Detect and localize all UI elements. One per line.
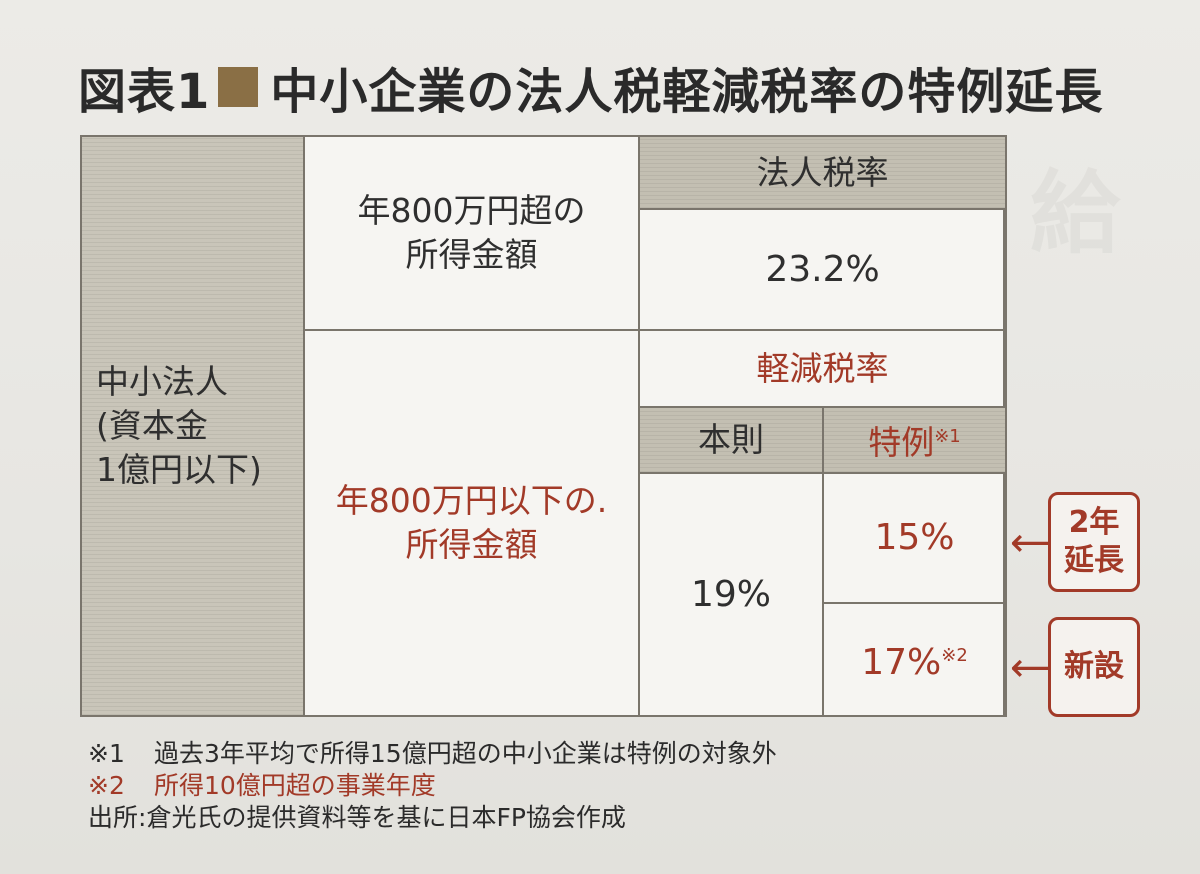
- background-ghost-text: 給: [1030, 161, 1122, 266]
- cell-principle-rate: 19%: [638, 472, 824, 717]
- cell-reduced-header: 軽減税率: [638, 329, 1007, 408]
- tax-rate-table: 中小法人 (資本金 1億円以下) 年800万円超の 所得金額 法人税率 23.2…: [80, 135, 1007, 717]
- footnotes: ※1 過去3年平均で所得15億円超の中小企業は特例の対象外 ※2 所得10億円超…: [88, 738, 777, 834]
- footnote-text: 所得10億円超の事業年度: [154, 771, 436, 800]
- cell-principle-header: 本則: [638, 406, 824, 474]
- cell-corporate-header: 法人税率: [638, 135, 1007, 210]
- title-square-icon: [218, 67, 259, 107]
- cell-special-extended: 15%: [822, 472, 1007, 604]
- reduced-rate-header: 軽減税率: [756, 348, 889, 388]
- special-new-rate: 17%: [861, 642, 942, 683]
- callout-extended: 2年 延長: [1048, 492, 1140, 592]
- cell-row1-label: 年800万円超の 所得金額: [303, 135, 640, 331]
- special-extended-rate: 15%: [874, 517, 955, 558]
- page-title: 図表1 中小企業の法人税軽減税率の特例延長: [78, 52, 1103, 122]
- title-prefix: 図表1: [78, 64, 211, 120]
- cell-special-header: 特例※1: [822, 406, 1007, 474]
- principle-header: 本則: [698, 420, 764, 459]
- footnote-text: 過去3年平均で所得15億円超の中小企業は特例の対象外: [154, 739, 777, 768]
- special-header: 特例: [868, 423, 935, 462]
- small-corp-label: 中小法人 (資本金 1億円以下): [96, 362, 262, 489]
- special-new-note: ※2: [941, 645, 968, 666]
- source-text: 倉光氏の提供資料等を基に日本FP協会作成: [146, 803, 626, 832]
- callout-extended-text: 2年 延長: [1064, 505, 1124, 578]
- callout-new-text: 新設: [1064, 649, 1124, 684]
- principle-rate-value: 19%: [690, 573, 771, 615]
- footnote-key: ※1: [88, 739, 125, 768]
- source-note: 出所: 倉光氏の提供資料等を基に日本FP協会作成: [88, 802, 777, 834]
- cell-row2-label: 年800万円以下の. 所得金額: [303, 329, 640, 717]
- income-over-label: 年800万円超の 所得金額: [357, 191, 586, 274]
- source-key: 出所:: [88, 803, 147, 832]
- special-header-note: ※1: [934, 426, 961, 447]
- footnote-key: ※2: [88, 771, 125, 800]
- standard-rate-value: 23.2%: [765, 248, 880, 290]
- corporate-tax-header: 法人税率: [756, 152, 889, 192]
- cell-standard-rate: 23.2%: [638, 208, 1007, 331]
- callout-new: 新設: [1048, 617, 1140, 717]
- income-under-label: 年800万円以下の. 所得金額: [335, 481, 608, 564]
- title-text: 中小企業の法人税軽減税率の特例延長: [270, 64, 1104, 120]
- footnote-2: ※2 所得10億円超の事業年度: [88, 770, 777, 802]
- cell-special-new: 17%※2: [822, 602, 1007, 717]
- footnote-1: ※1 過去3年平均で所得15億円超の中小企業は特例の対象外: [88, 738, 777, 770]
- cell-left-label: 中小法人 (資本金 1億円以下): [80, 135, 305, 717]
